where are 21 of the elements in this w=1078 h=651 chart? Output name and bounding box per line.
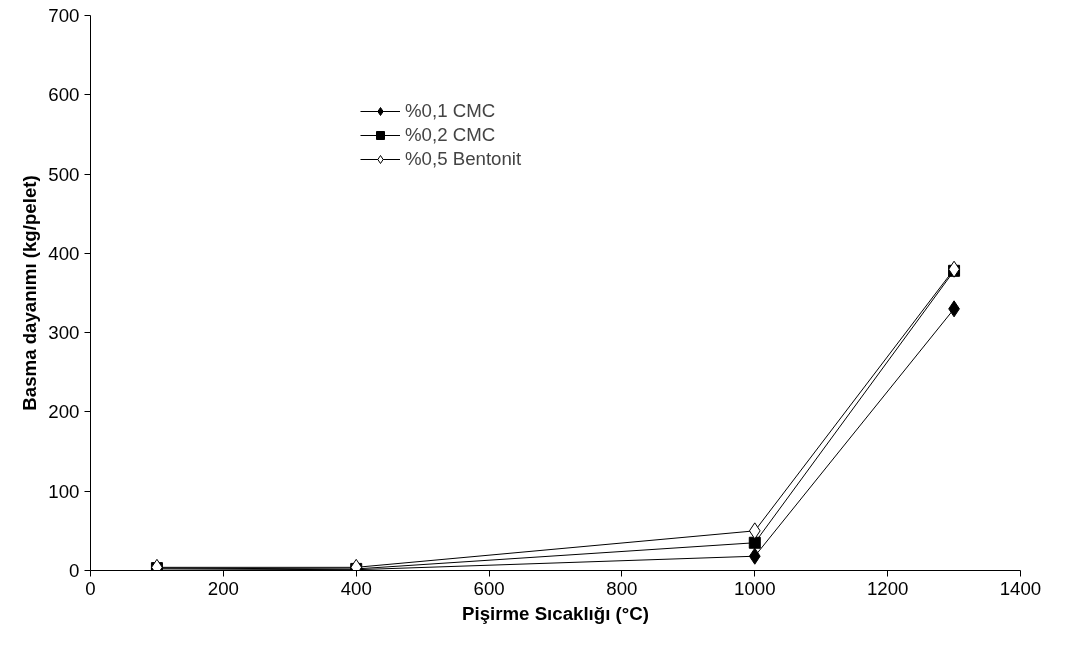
x-tick-label: 0 [85, 577, 96, 599]
x-tick-label: 1200 [866, 577, 909, 599]
x-axis-title: Pişirme Sıcaklığı (°C) [462, 602, 649, 624]
y-tick-label: 400 [48, 242, 80, 264]
legend-label: %0,1 CMC [405, 100, 496, 122]
y-tick-label: 300 [48, 322, 80, 344]
x-tick-label: 1400 [999, 577, 1042, 599]
y-tick-label: 600 [48, 84, 80, 106]
legend-label: %0,2 CMC [405, 124, 496, 146]
y-tick-label: 200 [48, 401, 80, 423]
x-tick-label: 600 [473, 577, 505, 599]
x-tick-label: 1000 [734, 577, 776, 599]
y-tick-label: 500 [48, 163, 80, 185]
y-tick-label: 100 [48, 480, 80, 502]
legend-label: %0,5 Bentonit [405, 148, 522, 170]
x-tick-label: 800 [606, 577, 638, 599]
y-tick-label: 700 [48, 5, 80, 26]
x-tick-label: 200 [207, 577, 239, 599]
x-tick-label: 400 [340, 577, 372, 599]
y-tick-label: 0 [69, 560, 80, 581]
y-axis-title: Basma dayanımı (kg/pelet) [19, 175, 41, 411]
